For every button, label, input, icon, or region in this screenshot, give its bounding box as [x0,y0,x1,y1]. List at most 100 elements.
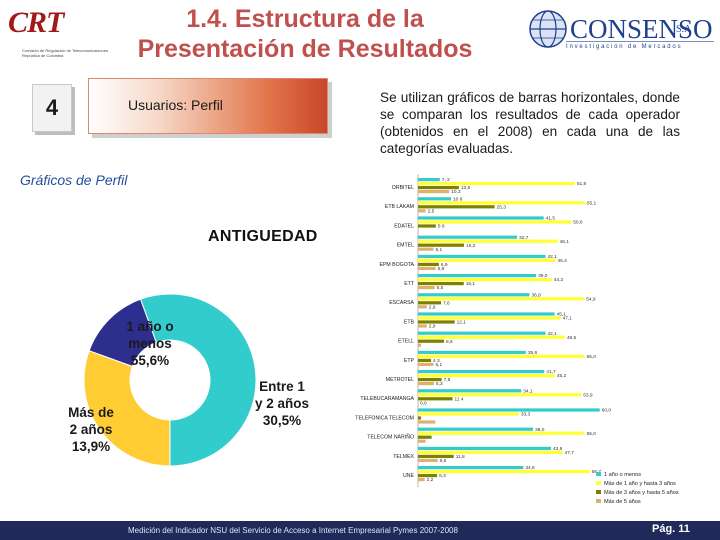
footer-text: Medición del Indicador NSU del Servicio … [128,526,458,535]
bar-value-label: 7,8 [444,377,451,383]
bar-mark [418,205,495,209]
pie-label-line: y 2 años [254,396,310,411]
bar-mark [418,450,563,454]
bar-mark [418,305,427,309]
bar-value-label: 45,4 [557,258,567,264]
bar-mark [418,474,438,478]
bar-value-label: 53,9 [583,392,593,398]
bar-mark [418,182,575,186]
bar-value-label: 42,1 [548,254,558,260]
bar-mark [418,286,435,290]
bar-mark [418,312,555,316]
legend-label: Más de 3 años y hasta 5 años [604,490,679,496]
bar-value-label: 8,6 [446,339,453,345]
page-title-line1: 1.4. Estructura de la [186,5,424,33]
legend-swatch [596,472,601,476]
bar-category-label: EPM BOGOTA [380,262,415,268]
bar-value-label: 4 3 [433,358,440,364]
page-number: Pág. 11 [652,523,690,535]
bar-mark [418,374,555,378]
bar-mark [418,343,422,347]
bar-category-label: ETELL [398,339,414,345]
bar-value-label: 12,1 [457,320,467,326]
pie-chart [83,293,257,467]
bar-value-label: 41,5 [546,216,556,222]
legend-label: Más de 5 años [604,499,641,505]
legend-swatch [596,499,601,503]
legend-label: 1 año o menos [604,472,641,478]
bar-mark [418,209,426,213]
bar-mark [418,362,434,366]
bar-mark [418,235,518,239]
bar-mark [418,401,419,405]
bar-mark [418,316,561,320]
bar-category-label: ETP [404,358,415,364]
pie-slice [88,298,157,368]
subtitle: Gráficos de Perfil [20,172,128,188]
bar-mark [418,435,432,439]
bar-mark [418,224,436,228]
bar-value-label: 5,8 [438,266,445,272]
bar-value-label: 2,2 [427,477,434,483]
bar-mark [418,454,454,458]
bar-value-label: 45,1 [557,312,567,318]
bar-value-label: 39,0 [538,273,548,279]
bar-mark [418,370,545,374]
bar-mark [418,324,427,328]
bar-value-label: 50,6 [573,220,583,226]
bar-mark [418,258,556,262]
bar-value-label: 25,3 [497,204,507,210]
pie-label-line: Más de [68,405,114,420]
bar-mark [418,190,450,194]
bar-mark [418,301,442,305]
consenso-logo: CONSENSO S.A Investigación de Mercados [528,8,714,58]
bar-value-label: 46,1 [560,239,570,245]
bar-category-label: METROTEL [386,377,414,383]
consenso-logo-suffix: S.A [676,24,692,35]
bar-mark [418,378,442,382]
bar-value-label: 55,0 [587,354,597,360]
legend-swatch [596,481,601,485]
bar-category-label: ETB [404,319,415,325]
bar-mark [418,416,422,420]
bar-value-label: 0,0 [420,400,427,406]
bar-category-label: ESCARSA [389,300,414,306]
pie-label-more-2-years: Más de 2 años 13,9% [54,404,128,455]
bar-value-label: 7, 2 [442,177,450,183]
bar-value-label: 44,2 [554,277,564,283]
bar-mark [418,178,440,182]
bar-mark [418,470,590,474]
legend-swatch [596,490,601,494]
bar-value-label: 7,6 [443,300,450,306]
bar-value-label: 13,5 [461,185,471,191]
bar-value-label: 5 9 [438,224,445,230]
bar-value-label: 55,1 [587,200,597,206]
bar-value-label: 43,9 [553,446,563,452]
bar-mark [418,282,464,286]
bar-category-label: UNE [403,473,414,479]
bar-value-label: 6,5 [440,458,447,464]
bar-category-label: EMTEL [397,243,414,249]
page-title: 1.4. Estructura de la Presentación de Re… [110,4,500,64]
bar-chart: ORBITEL 7, 2 51,8 13,510,3 ETB LAKAM 10 9 55,1… [355,174,679,505]
bar-mark [418,197,452,201]
bar-category-label: ETT [404,281,415,287]
bar-value-label: 38,0 [535,427,545,433]
bar-value-label: 32,7 [519,235,529,241]
bar-mark [418,220,572,224]
section-banner [88,78,328,134]
pie-label-line: 55,6% [130,353,170,368]
pie-label-line: 2 años [69,422,113,437]
bar-value-label: 47,7 [564,450,574,456]
pie-label-line: 1 año o [126,319,174,334]
bar-category-label: TELEFONICA TELECOM [355,415,414,421]
pie-chart-title: ANTIGUEDAD [208,228,318,245]
crt-logo-mark: CRT [8,6,64,39]
bar-mark [418,393,582,397]
bar-mark [418,201,585,205]
bar-value-label: 45,2 [557,373,567,379]
bar-value-label: 60,0 [602,408,612,414]
bar-mark [418,397,453,401]
bar-value-label: 15,2 [466,243,476,249]
consenso-logo-word: CONSENSO [570,14,713,44]
